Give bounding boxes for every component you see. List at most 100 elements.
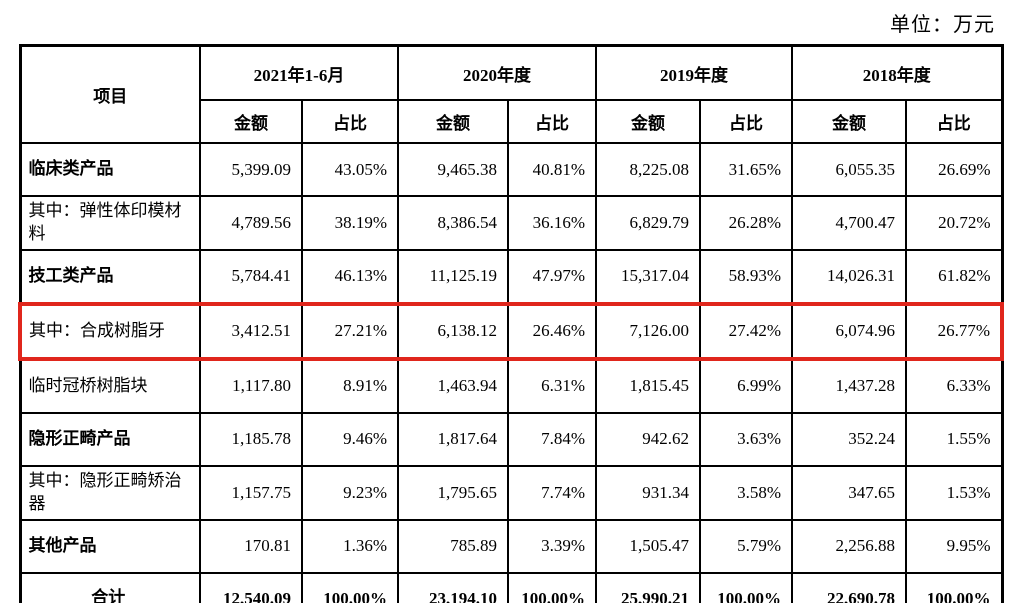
- ratio-cell: 6.33%: [905, 357, 1004, 414]
- amount-cell: 6,055.35: [791, 142, 908, 197]
- amount-cell: 8,386.54: [397, 195, 510, 251]
- amount-cell: 170.81: [199, 518, 303, 574]
- table-row: 其他产品 170.81 1.36% 785.89 3.39% 1,505.47 5.79% 2…: [19, 518, 1004, 574]
- ratio-cell: 40.81%: [507, 142, 598, 197]
- unit-label: 单位：万元: [890, 14, 995, 36]
- revenue-by-product-table: 项目 2021年1-6月 2020年度 2019年度 2018年度 金额 占比 …: [18, 44, 1005, 603]
- row-label: 其他产品: [19, 518, 201, 574]
- column-header-period-2020: 2020年度: [397, 44, 598, 101]
- row-label: 合计: [19, 571, 201, 603]
- amount-cell: 1,795.65: [397, 464, 510, 521]
- row-label: 临床类产品: [19, 142, 201, 197]
- subheader-ratio-2021h1: 占比: [300, 99, 400, 144]
- row-label: 其中：隐形正畸矫治器: [19, 464, 201, 521]
- ratio-cell: 46.13%: [300, 248, 400, 305]
- ratio-cell: 58.93%: [699, 248, 794, 305]
- amount-cell: 8,225.08: [595, 142, 702, 197]
- ratio-cell: 6.99%: [699, 357, 794, 414]
- table-body: 临床类产品 5,399.09 43.05% 9,465.38 40.81% 8,225.0…: [18, 142, 1005, 603]
- amount-cell: 785.89: [397, 518, 510, 574]
- amount-cell: 2,256.88: [791, 518, 908, 574]
- ratio-cell: 26.69%: [905, 142, 1004, 197]
- subheader-amount-2021h1: 金额: [199, 99, 303, 144]
- column-header-period-2018: 2018年度: [791, 44, 1004, 101]
- column-header-period-2019: 2019年度: [595, 44, 794, 101]
- row-label: 其中：合成树脂牙: [18, 301, 201, 361]
- amount-cell: 5,399.09: [199, 142, 303, 197]
- ratio-cell: 27.42%: [699, 301, 794, 361]
- amount-cell: 4,700.47: [791, 195, 908, 251]
- amount-cell: 6,829.79: [595, 195, 702, 251]
- ratio-cell: 100.00%: [507, 571, 598, 603]
- subheader-amount-2019: 金额: [595, 99, 702, 144]
- ratio-cell: 1.55%: [905, 411, 1004, 467]
- ratio-cell: 26.46%: [507, 301, 598, 361]
- ratio-cell: 3.63%: [699, 411, 794, 467]
- amount-cell: 4,789.56: [199, 195, 303, 251]
- amount-cell: 23,194.10: [397, 571, 510, 603]
- table-row-highlighted: 其中：合成树脂牙 3,412.51 27.21% 6,138.12 26.46% 7,12…: [18, 301, 1005, 361]
- table-row: 其中：隐形正畸矫治器 1,157.75 9.23% 1,795.65 7.74% 931.…: [19, 464, 1004, 521]
- ratio-cell: 38.19%: [300, 195, 400, 251]
- amount-cell: 931.34: [595, 464, 702, 521]
- row-label: 其中：弹性体印模材料: [19, 195, 201, 251]
- header-period-row: 项目 2021年1-6月 2020年度 2019年度 2018年度: [19, 44, 1004, 144]
- ratio-cell: 8.91%: [300, 357, 400, 414]
- amount-cell: 1,463.94: [397, 357, 510, 414]
- amount-cell: 3,412.51: [199, 301, 303, 361]
- table-row: 临时冠桥树脂块 1,117.80 8.91% 1,463.94 6.31% 1,815.4…: [19, 357, 1004, 414]
- amount-cell: 352.24: [791, 411, 908, 467]
- ratio-cell: 9.95%: [905, 518, 1004, 574]
- amount-cell: 1,157.75: [199, 464, 303, 521]
- table-row: 隐形正畸产品 1,185.78 9.46% 1,817.64 7.84% 942.62 3.…: [19, 411, 1004, 467]
- amount-cell: 25,990.21: [595, 571, 702, 603]
- amount-cell: 1,437.28: [791, 357, 908, 414]
- subheader-ratio-2018: 占比: [905, 99, 1004, 144]
- ratio-cell: 9.23%: [300, 464, 400, 521]
- amount-cell: 11,125.19: [397, 248, 510, 305]
- subheader-ratio-2019: 占比: [699, 99, 794, 144]
- amount-cell: 1,117.80: [199, 357, 303, 414]
- amount-cell: 1,185.78: [199, 411, 303, 467]
- amount-cell: 6,074.96: [791, 301, 908, 361]
- ratio-cell: 9.46%: [300, 411, 400, 467]
- ratio-cell: 43.05%: [300, 142, 400, 197]
- ratio-cell: 5.79%: [699, 518, 794, 574]
- column-header-item: 项目: [19, 44, 201, 144]
- amount-cell: 9,465.38: [397, 142, 510, 197]
- ratio-cell: 6.31%: [507, 357, 598, 414]
- amount-cell: 12,540.09: [199, 571, 303, 603]
- amount-cell: 22,690.78: [791, 571, 908, 603]
- table-row: 技工类产品 5,784.41 46.13% 11,125.19 47.97% 15,317…: [19, 248, 1004, 305]
- table-row: 其中：弹性体印模材料 4,789.56 38.19% 8,386.54 36.16% 6,…: [19, 195, 1004, 251]
- row-label: 技工类产品: [19, 248, 201, 305]
- ratio-cell: 7.74%: [507, 464, 598, 521]
- ratio-cell: 61.82%: [905, 248, 1004, 305]
- amount-cell: 1,817.64: [397, 411, 510, 467]
- ratio-cell: 47.97%: [507, 248, 598, 305]
- amount-cell: 942.62: [595, 411, 702, 467]
- amount-cell: 347.65: [791, 464, 908, 521]
- column-header-period-2021h1: 2021年1-6月: [198, 44, 400, 101]
- ratio-cell: 1.53%: [905, 464, 1004, 521]
- header-sub-row: 金额 占比 金额 占比 金额 占比 金额 占比: [20, 99, 1004, 144]
- amount-cell: 6,138.12: [397, 301, 510, 361]
- ratio-cell: 1.36%: [300, 518, 400, 574]
- table-row: 合计 12,540.09 100.00% 23,194.10 100.00% 25,990…: [19, 571, 1004, 603]
- ratio-cell: 20.72%: [905, 195, 1004, 251]
- ratio-cell: 31.65%: [699, 142, 794, 197]
- amount-cell: 14,026.31: [791, 248, 908, 305]
- amount-cell: 15,317.04: [595, 248, 702, 305]
- ratio-cell: 26.77%: [905, 301, 1005, 361]
- amount-cell: 1,505.47: [595, 518, 702, 574]
- ratio-cell: 100.00%: [300, 571, 400, 603]
- ratio-cell: 27.21%: [300, 301, 400, 361]
- row-label: 隐形正畸产品: [19, 411, 201, 467]
- amount-cell: 7,126.00: [595, 301, 702, 361]
- amount-cell: 5,784.41: [199, 248, 303, 305]
- ratio-cell: 100.00%: [905, 571, 1004, 603]
- amount-cell: 1,815.45: [595, 357, 702, 414]
- ratio-cell: 3.39%: [507, 518, 598, 574]
- subheader-ratio-2020: 占比: [507, 99, 598, 144]
- ratio-cell: 3.58%: [699, 464, 794, 521]
